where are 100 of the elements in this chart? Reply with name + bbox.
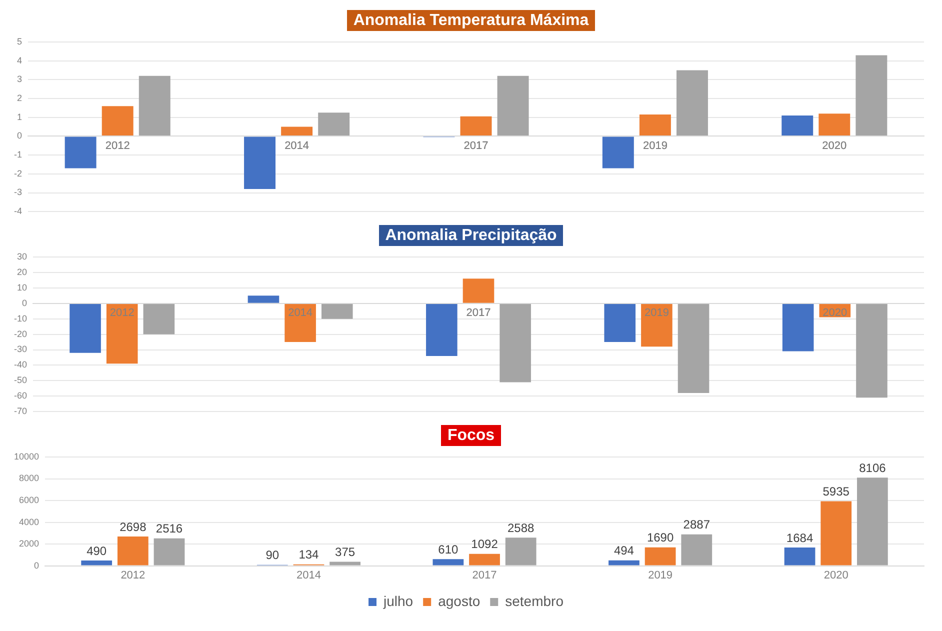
x-tick-label: 2020 xyxy=(822,307,848,320)
bar xyxy=(143,304,175,334)
x-tick-label: 2017 xyxy=(464,140,488,152)
y-tick-label: 4000 xyxy=(18,516,40,527)
bar xyxy=(602,136,634,168)
y-tick-label: -40 xyxy=(14,360,28,370)
data-label: 8106 xyxy=(859,460,886,475)
bar xyxy=(318,112,350,136)
bar xyxy=(154,538,185,566)
y-tick-label: 5 xyxy=(16,36,22,46)
y-tick-label: -2 xyxy=(14,168,22,178)
y-tick-label: 4 xyxy=(16,55,22,66)
bar xyxy=(432,559,464,566)
bar xyxy=(676,70,708,136)
data-label: 90 xyxy=(266,548,280,562)
data-label: 1690 xyxy=(646,530,674,545)
chart-title: Anomalia Temperatura Máxima xyxy=(347,10,595,31)
bar xyxy=(604,304,636,342)
bar xyxy=(244,136,276,189)
y-tick-label: 3 xyxy=(16,74,22,84)
y-tick-label: 6000 xyxy=(18,495,40,506)
x-tick-label: 2019 xyxy=(642,140,668,152)
y-tick-label: 10000 xyxy=(14,451,40,462)
y-tick-label: 0 xyxy=(16,130,22,141)
x-tick-label: 2020 xyxy=(822,140,847,152)
data-label: 490 xyxy=(86,544,107,558)
bar xyxy=(81,560,112,566)
x-tick-label: 2017 xyxy=(466,307,491,320)
bar xyxy=(64,136,96,168)
x-tick-label: 2012 xyxy=(110,307,134,320)
legend-label: setembro xyxy=(505,592,564,609)
y-tick-label: 20 xyxy=(16,266,28,277)
bar xyxy=(782,304,814,352)
chart-title: Anomalia Precipitação xyxy=(379,225,563,246)
bar xyxy=(641,304,672,347)
bar xyxy=(820,501,852,566)
bar xyxy=(856,55,888,136)
bar xyxy=(321,304,353,319)
bar xyxy=(70,304,101,353)
y-tick-label: -3 xyxy=(14,187,22,198)
y-tick-label: -50 xyxy=(14,375,28,386)
bar xyxy=(330,562,360,566)
bar xyxy=(681,534,712,566)
chart-title: Focos xyxy=(441,425,501,446)
bar xyxy=(138,76,170,136)
bar xyxy=(106,304,138,364)
x-tick-label: 2014 xyxy=(284,140,310,152)
bar xyxy=(248,296,280,303)
data-label: 5935 xyxy=(822,484,850,499)
bar xyxy=(639,114,671,136)
data-label: 2887 xyxy=(683,518,710,532)
data-label: 134 xyxy=(298,548,320,562)
x-tick-label: 2019 xyxy=(644,307,669,320)
bar xyxy=(497,76,529,136)
x-tick-label: 2019 xyxy=(648,569,673,582)
bar xyxy=(784,547,816,566)
bar xyxy=(281,126,313,136)
data-label: 494 xyxy=(614,544,634,558)
x-tick-label: 2014 xyxy=(288,307,313,320)
bar xyxy=(505,538,536,566)
bar xyxy=(782,115,814,136)
x-tick-label: 2014 xyxy=(296,569,321,582)
bar xyxy=(644,547,676,566)
bar xyxy=(462,278,494,303)
y-tick-label: -60 xyxy=(14,390,28,401)
bar xyxy=(678,304,710,394)
y-tick-label: -20 xyxy=(14,328,28,339)
y-tick-label: -30 xyxy=(14,344,28,354)
data-label: 375 xyxy=(335,545,356,560)
y-tick-label: 10 xyxy=(16,282,28,292)
bar xyxy=(818,114,850,136)
y-tick-label: 0 xyxy=(34,560,40,570)
y-tick-label: -10 xyxy=(14,313,28,324)
y-tick-label: 2 xyxy=(16,93,22,104)
y-tick-label: -70 xyxy=(14,406,28,416)
bar xyxy=(117,536,148,566)
bar xyxy=(856,304,888,398)
data-label: 2588 xyxy=(507,520,535,535)
x-tick-label: 2012 xyxy=(120,569,146,582)
y-tick-label: 30 xyxy=(16,251,28,262)
y-tick-label: -1 xyxy=(14,150,22,160)
bar xyxy=(460,116,492,136)
x-tick-label: 2017 xyxy=(472,569,497,582)
y-tick-label: -4 xyxy=(14,206,22,216)
y-tick-label: 8000 xyxy=(18,473,40,484)
bar xyxy=(500,304,531,382)
data-label: 2698 xyxy=(120,520,147,534)
legend-label: julho xyxy=(382,592,414,609)
x-tick-label: 2012 xyxy=(105,140,130,152)
data-label: 1684 xyxy=(786,530,814,545)
bar xyxy=(284,304,316,342)
x-tick-label: 2020 xyxy=(824,569,848,582)
bar xyxy=(469,554,500,566)
bar xyxy=(856,478,888,566)
data-label: 1092 xyxy=(471,537,498,552)
bar xyxy=(102,106,134,136)
y-tick-label: 1 xyxy=(16,112,22,122)
bar xyxy=(608,560,640,566)
data-label: 610 xyxy=(438,542,459,556)
legend-label: agosto xyxy=(438,592,480,609)
